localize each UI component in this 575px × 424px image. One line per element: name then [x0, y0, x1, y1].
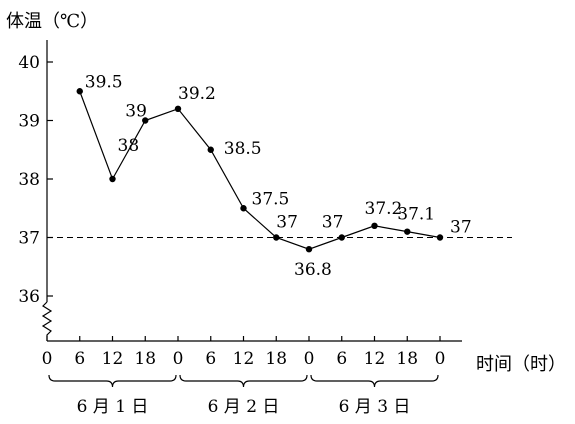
y-tick-label: 36 [18, 287, 40, 307]
series-group [76, 88, 444, 253]
data-label: 39 [125, 102, 147, 122]
x-tick-label: 6 [74, 349, 85, 369]
y-tick-label: 39 [18, 112, 40, 132]
data-point [142, 117, 149, 124]
data-label: 37 [322, 213, 344, 233]
y-tick-label: 38 [18, 170, 40, 190]
series-line [79, 91, 441, 250]
x-tick-label: 0 [173, 349, 184, 369]
data-label: 37.5 [252, 189, 290, 209]
x-tick-label: 18 [396, 349, 418, 369]
x-axis-title: 时间（时） [476, 354, 566, 375]
y-tick-label: 40 [18, 53, 40, 73]
day-brace [310, 374, 439, 388]
x-tick-label: 0 [42, 349, 53, 369]
data-point [273, 234, 280, 241]
y-axis-title: 体温（℃） [6, 11, 98, 32]
day-brace [179, 374, 308, 388]
data-label: 37.2 [365, 199, 403, 219]
day-label: 6 月 2 日 [208, 397, 280, 417]
data-label: 36.8 [294, 260, 332, 280]
data-point [240, 205, 247, 212]
data-point [338, 234, 345, 241]
data-label: 37 [450, 218, 472, 238]
data-point [371, 222, 378, 229]
data-label: 38.5 [224, 139, 262, 159]
data-label: 37.1 [397, 205, 435, 225]
x-tick-label: 6 [205, 349, 216, 369]
data-label: 38 [118, 136, 140, 156]
x-tick-label: 12 [364, 349, 386, 369]
x-tick-label: 18 [265, 349, 287, 369]
labels-group: 39.5 38 39 39.2 38.5 37.5 37 36.8 37 37.237.1 37 [85, 72, 472, 280]
data-point [76, 88, 83, 95]
data-point [305, 246, 313, 253]
data-point [436, 234, 444, 241]
x-tick-label: 12 [102, 349, 124, 369]
axes: 36 37 38 39 40 0 6 12 18 0 6 12 18 0 6 12 18 0 6 月 1 日 6 月 … [18, 40, 462, 417]
data-point [404, 228, 411, 235]
data-point [109, 175, 116, 183]
x-tick-label: 6 [336, 349, 347, 369]
data-point [207, 146, 214, 153]
day-label: 6 月 1 日 [77, 397, 149, 417]
data-label: 37 [276, 213, 298, 233]
x-tick-label: 0 [435, 349, 446, 369]
data-label: 39.5 [85, 72, 123, 92]
x-tick-label: 18 [134, 349, 156, 369]
y-axis-break [41, 301, 53, 341]
day-brace [48, 374, 177, 388]
x-tick-label: 0 [304, 349, 315, 369]
x-tick-label: 12 [233, 349, 255, 369]
day-label: 6 月 3 日 [339, 397, 411, 417]
data-label: 39.2 [178, 84, 216, 104]
data-point [174, 105, 182, 113]
y-tick-label: 37 [18, 229, 40, 249]
